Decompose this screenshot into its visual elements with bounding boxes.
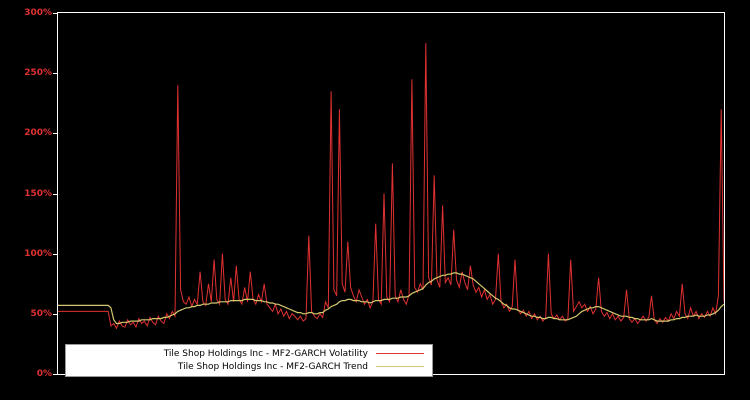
y-tick-mark — [53, 374, 57, 375]
legend-item-volatility: Tile Shop Holdings Inc - MF2-GARCH Volat… — [74, 347, 424, 360]
series-line-trend — [58, 272, 724, 325]
legend-label-volatility: Tile Shop Holdings Inc - MF2-GARCH Volat… — [163, 348, 368, 359]
legend: Tile Shop Holdings Inc - MF2-GARCH Volat… — [65, 344, 433, 377]
series-line-volatility — [58, 43, 724, 330]
y-tick-mark — [53, 13, 57, 14]
y-tick-mark — [53, 314, 57, 315]
y-tick-label: 200% — [24, 128, 52, 139]
legend-label-trend: Tile Shop Holdings Inc - MF2-GARCH Trend — [177, 361, 368, 372]
y-tick-label: 0% — [36, 369, 52, 379]
y-tick-label: 150% — [24, 188, 52, 199]
y-tick-mark — [53, 254, 57, 255]
legend-line-sample-trend — [376, 366, 424, 367]
plot-area — [58, 43, 724, 330]
legend-line-sample-volatility — [376, 353, 424, 354]
legend-item-trend: Tile Shop Holdings Inc - MF2-GARCH Trend — [74, 360, 424, 373]
y-tick-mark — [53, 194, 57, 195]
y-tick-mark — [53, 73, 57, 74]
y-tick-label: 250% — [24, 68, 52, 79]
y-tick-label: 100% — [24, 248, 52, 259]
y-tick-mark — [53, 133, 57, 134]
y-tick-label: 300% — [24, 8, 52, 18]
y-tick-label: 50% — [30, 308, 52, 319]
